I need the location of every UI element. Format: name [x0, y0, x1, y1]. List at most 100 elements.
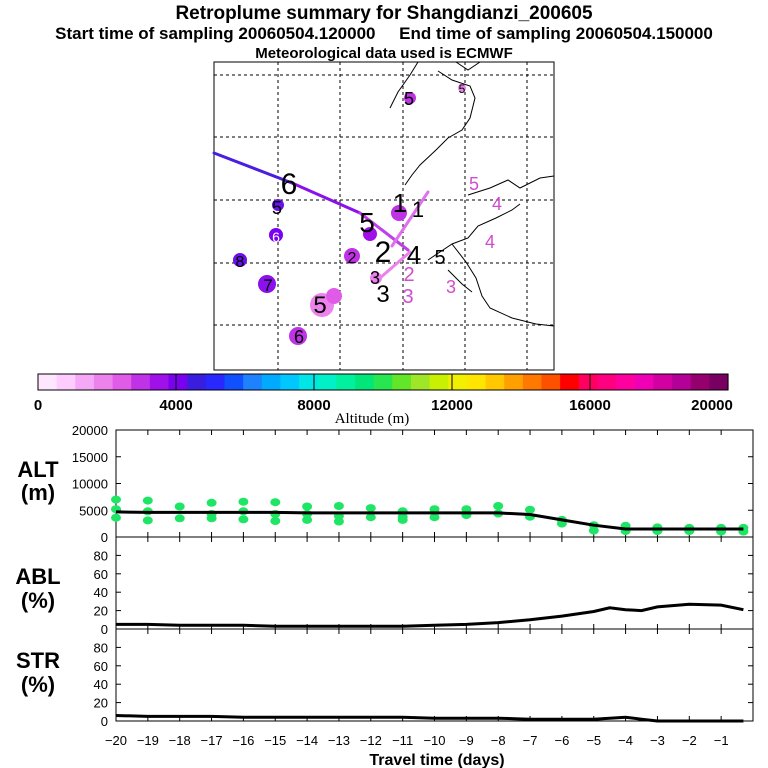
cluster-marker — [258, 275, 276, 293]
colorbar-cell — [56, 374, 76, 390]
map-label: 6 — [272, 229, 280, 245]
map-label: 2 — [375, 236, 392, 269]
x-tick-label: −18 — [169, 733, 191, 748]
particle-point — [525, 505, 535, 514]
x-tick-label: −15 — [264, 733, 286, 748]
colorbar-cell — [429, 374, 449, 390]
colorbar-cell — [466, 374, 487, 390]
map-frame — [213, 61, 555, 371]
alt-particle-points — [111, 495, 749, 536]
particle-point — [142, 496, 153, 505]
x-tick-label: −10 — [423, 733, 445, 748]
colorbar-cell — [149, 374, 170, 390]
y-tick-label: 5000 — [79, 503, 108, 518]
map-label: 6 — [294, 327, 304, 347]
particle-point — [111, 495, 121, 504]
colorbar-cell — [243, 374, 263, 390]
map-label: 4 — [407, 240, 421, 270]
y-tick-label: 0 — [101, 530, 108, 545]
y-tick-label: 20000 — [72, 423, 108, 438]
particle-point — [270, 517, 281, 525]
x-tick-label: −17 — [201, 733, 223, 748]
cluster-marker — [404, 92, 416, 104]
particle-point — [588, 526, 599, 535]
cluster-marker — [458, 84, 466, 92]
colorbar-cell — [75, 374, 95, 390]
colorbar-cell — [653, 374, 673, 390]
colorbar-cell — [392, 374, 412, 390]
alt-ylabel: ALT — [17, 457, 59, 482]
y-tick-label: 40 — [94, 677, 108, 692]
x-tick-label: −4 — [618, 733, 633, 748]
map-label: 4 — [485, 232, 495, 252]
colorbar-cell — [616, 374, 636, 390]
colorbar-cell — [709, 374, 729, 390]
map-label: 3 — [402, 286, 413, 308]
particle-point — [333, 502, 344, 510]
map-label: 2 — [348, 250, 357, 267]
particle-point — [206, 498, 217, 507]
map-label: 5 — [313, 292, 326, 319]
alt-y-axis: 0 5000 10000 15000 20000 — [72, 423, 754, 545]
colorbar-cell — [373, 374, 393, 390]
cluster-marker — [344, 248, 360, 264]
y-tick-label: 20 — [94, 604, 108, 619]
colorbar-cell — [560, 374, 580, 390]
colorbar-cell — [336, 374, 356, 390]
x-tick-label: −9 — [459, 733, 474, 748]
x-tick-label: −2 — [682, 733, 697, 748]
colorbar-tick-label: 20000 — [691, 397, 733, 414]
x-tick-label: −19 — [137, 733, 159, 748]
x-tick-label: −3 — [650, 733, 665, 748]
colorbar-cell — [187, 374, 207, 390]
alt-panel: ALT (m) 0 5000 10000 15000 20000 — [17, 423, 754, 545]
map-panel: 6 5 6 8 7 5 6 5 5 1 1 2 2 3 3 3 2 4 5 3 … — [212, 61, 555, 371]
x-tick-label: −1 — [714, 733, 729, 748]
colorbar-tick-label: 4000 — [159, 397, 192, 414]
particle-point — [238, 497, 249, 506]
particle-point — [174, 514, 185, 523]
plume-centroid-tracks — [212, 151, 430, 280]
particle-point — [302, 502, 313, 511]
particle-point — [142, 516, 153, 525]
y-tick-label: 60 — [94, 567, 108, 582]
map-label: 5 — [434, 247, 445, 269]
x-tick-label: −14 — [296, 733, 318, 748]
colorbar-cell — [205, 374, 226, 390]
plume-cluster-markers — [233, 84, 466, 345]
x-tick-label: −5 — [586, 733, 601, 748]
y-tick-label: 80 — [94, 548, 108, 563]
end-time-label: End time of sampling 20060504.150000 — [399, 24, 713, 43]
y-tick-label: 0 — [101, 714, 108, 729]
map-label: 5 — [469, 174, 479, 194]
particle-point — [302, 515, 313, 524]
y-tick-label: 80 — [94, 640, 108, 655]
colorbar-cell — [448, 374, 468, 390]
x-tick-label: −11 — [392, 733, 413, 748]
map-label: 1 — [393, 188, 407, 218]
particle-point — [174, 502, 185, 511]
map-label: 1 — [412, 197, 424, 222]
map-label: 2 — [403, 264, 414, 286]
cluster-marker — [272, 199, 284, 211]
start-time-label: Start time of sampling 20060504.120000 — [55, 24, 376, 43]
map-label: 5 — [404, 89, 414, 109]
y-tick-label: 15000 — [72, 450, 108, 465]
map-label: 5 — [359, 207, 375, 238]
map-coastlines — [389, 61, 555, 327]
colorbar-cell — [690, 374, 710, 390]
cluster-marker — [233, 253, 247, 267]
x-tick-label: −20 — [105, 733, 127, 748]
x-tick-label: −12 — [360, 733, 382, 748]
y-tick-label: 0 — [101, 622, 108, 637]
colorbar-cell — [38, 374, 58, 390]
map-label: 7 — [263, 276, 272, 295]
map-label: 3 — [376, 281, 389, 308]
colorbar-cell — [224, 374, 244, 390]
map-day-labels: 6 5 6 8 7 5 6 5 5 1 1 2 2 3 3 3 2 4 5 3 … — [236, 82, 502, 347]
map-label: 5 — [459, 82, 466, 96]
y-tick-label: 40 — [94, 585, 108, 600]
cluster-marker — [289, 327, 307, 345]
